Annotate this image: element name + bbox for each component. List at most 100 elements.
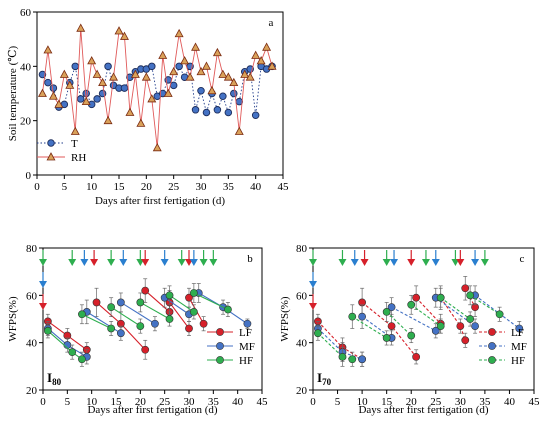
data-point-t — [120, 84, 129, 92]
x-tick-label: 10 — [357, 396, 369, 408]
data-point-rh — [223, 72, 233, 81]
y-tick-label: 20 — [20, 116, 32, 128]
data-point-hf — [78, 310, 86, 319]
event-arrow-head — [309, 281, 317, 288]
x-tick-label: 10 — [86, 396, 98, 408]
x-tick-label: 5 — [62, 181, 68, 193]
data-point-rh — [163, 88, 173, 97]
legend-marker-rh — [46, 152, 56, 161]
series-segment-hf — [140, 301, 170, 320]
data-point-lf — [185, 324, 193, 333]
data-point-rh — [70, 126, 80, 135]
event-arrow-head — [141, 259, 150, 266]
event-arrow-head — [39, 259, 47, 266]
data-point-rh — [262, 42, 272, 51]
data-point-rh — [201, 61, 211, 70]
data-point-hf — [43, 326, 52, 335]
y-tick-label: 40 — [20, 61, 32, 73]
x-tick-label: 5 — [65, 396, 71, 408]
treatment-letter: I — [47, 370, 52, 385]
data-point-t — [175, 62, 183, 71]
x-tick-label: 40 — [232, 396, 244, 408]
data-point-hf — [224, 305, 232, 314]
data-point-hf — [338, 352, 347, 361]
x-tick-label: 25 — [430, 396, 442, 408]
data-point-mf — [116, 329, 125, 338]
legend-label-rh: RH — [71, 152, 86, 164]
x-tick-label: 0 — [34, 181, 40, 193]
data-point-rh — [136, 118, 146, 127]
series-segment-lf — [144, 290, 170, 313]
series-segment-mf — [86, 311, 122, 334]
data-point-t — [148, 62, 156, 71]
data-point-rh — [191, 42, 201, 51]
data-point-hf — [348, 355, 357, 364]
data-point-mf — [243, 319, 252, 328]
data-point-rh — [48, 91, 58, 100]
data-point-hf — [136, 298, 145, 307]
treatment-label: I70 — [317, 370, 332, 387]
chart-panel-c: 0 5 10 15 20 25 30 35 40 45 20 40 60 80 Days after fir… — [279, 243, 540, 416]
x-tick-label: 0 — [40, 396, 46, 408]
series-segment-hf — [193, 292, 229, 311]
data-point-mf — [387, 303, 396, 312]
legend-label-hf: HF — [239, 355, 253, 367]
y-tick-label: 20 — [26, 385, 38, 397]
data-point-rh — [218, 69, 228, 78]
event-arrow-head — [360, 259, 369, 266]
data-point-rh — [37, 88, 47, 97]
data-point-rh — [234, 126, 244, 135]
data-point-hf — [348, 312, 357, 321]
series-segment-hf — [440, 297, 471, 320]
data-point-hf — [68, 348, 77, 357]
treatment-label: I80 — [47, 370, 62, 387]
data-point-rh — [76, 23, 86, 32]
x-tick-label: 20 — [406, 396, 418, 408]
series-segment-mf — [317, 328, 363, 360]
event-arrow-head — [338, 259, 347, 266]
legend-label-lf: LF — [239, 327, 252, 339]
data-point-mf — [151, 319, 159, 328]
x-tick-label: 25 — [168, 181, 180, 193]
data-point-rh — [229, 77, 239, 87]
series-segment-hf — [351, 316, 387, 339]
plot-frame — [42, 247, 263, 391]
y-tick-label: 80 — [26, 243, 38, 255]
data-point-mf — [515, 324, 524, 333]
data-point-rh — [245, 72, 255, 81]
event-arrow-head — [177, 259, 186, 266]
event-arrow-head — [350, 259, 359, 266]
event-arrow-head — [309, 259, 317, 266]
data-point-hf — [436, 322, 445, 330]
data-point-rh — [103, 115, 113, 125]
event-arrow-head — [209, 259, 218, 266]
x-tick-label: 35 — [479, 396, 491, 408]
data-point-t — [93, 95, 101, 103]
data-point-hf — [165, 291, 174, 300]
data-point-mf — [358, 355, 367, 364]
series-segment-hf — [110, 306, 141, 327]
x-tick-label: 20 — [135, 396, 147, 408]
data-point-rh — [196, 66, 206, 76]
treatment-subscript: 80 — [52, 377, 62, 387]
data-point-t — [49, 84, 58, 92]
event-arrow-head — [119, 259, 128, 266]
legend-marker-lf — [488, 328, 496, 336]
series-segment-mf — [120, 301, 156, 325]
y-tick-label: 60 — [26, 290, 38, 302]
panel-label: a — [269, 17, 274, 29]
series-segment-lf — [169, 302, 190, 329]
series-segment-hf — [386, 311, 412, 336]
y-tick-label: 80 — [296, 243, 308, 255]
data-point-t — [202, 108, 211, 117]
series-segment-hf — [317, 332, 353, 360]
data-point-rh — [169, 66, 179, 76]
event-arrow-head — [189, 259, 198, 266]
data-point-rh — [125, 107, 135, 116]
data-point-t — [197, 87, 205, 95]
event-arrow-head — [309, 303, 317, 310]
legend-marker-t — [47, 139, 55, 147]
data-point-rh — [158, 50, 168, 59]
data-point-hf — [495, 310, 504, 319]
series-segment-hf — [410, 304, 442, 327]
